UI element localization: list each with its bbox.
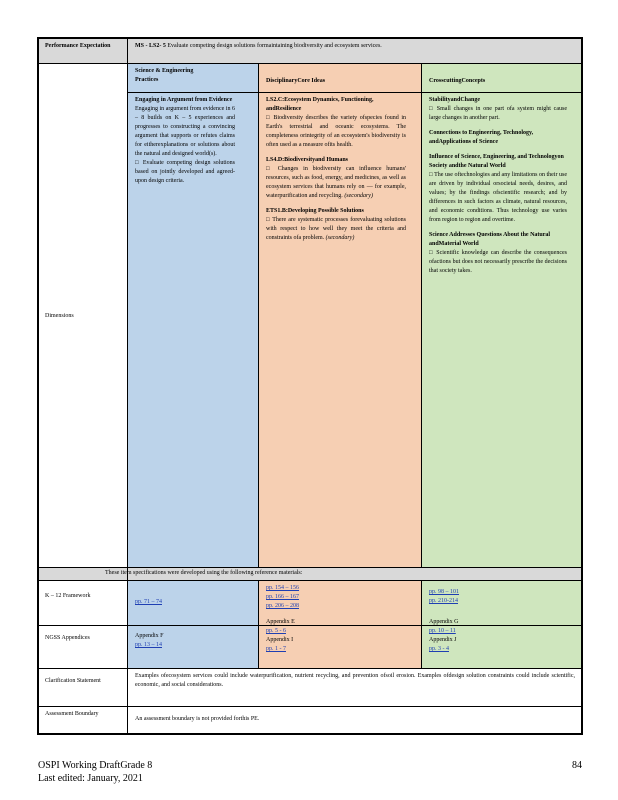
- dci-content: LS2.C:Ecosystem Dynamics, Functioning, a…: [261, 94, 411, 564]
- ngss-ccc-link[interactable]: pp. 3 - 4: [429, 646, 449, 652]
- dci-header: DisciplinaryCore Ideas: [266, 78, 326, 84]
- dci-tag-2: (secondary): [344, 193, 373, 199]
- dci-title-2: LS4.D:Biodiversityand Humans: [266, 157, 349, 163]
- bullet-icon: □: [266, 217, 273, 223]
- dimensions-label: Dimensions: [45, 313, 74, 319]
- dci-title-1: LS2.C:Ecosystem Dynamics, Functioning, a…: [266, 97, 374, 112]
- ngss-dci-link[interactable]: pp. 1 - 7: [266, 646, 286, 652]
- k12-ccc-pages: pp. 98 – 101 pp. 210-214: [424, 586, 574, 616]
- ngss-dci-appendix: Appendix I: [266, 637, 294, 643]
- bullet-icon: □: [429, 172, 435, 178]
- pe-description: Evaluate competing design solutions form…: [167, 43, 382, 49]
- bullet-icon: □: [266, 166, 278, 172]
- ccc-header: CrosscuttingConcepts: [429, 78, 486, 84]
- assessment-label: Assessment Boundary: [45, 711, 99, 717]
- k12-dci-link[interactable]: pp. 166 – 167: [266, 594, 299, 600]
- dci-tag-3: (secondary): [325, 235, 355, 241]
- ngss-sep-appendix: Appendix F: [135, 633, 164, 639]
- ngss-dci-appendix: Appendix E: [266, 619, 295, 625]
- clarification-label: Clarification Statement: [45, 678, 101, 684]
- k12-sep-link[interactable]: pp. 71 – 74: [135, 599, 162, 605]
- ccc-bullet-1: Small changes in one part ofa system mig…: [429, 106, 568, 121]
- k12-sep-pages: pp. 71 – 74: [130, 596, 250, 608]
- pe-label: Performance Expectation: [45, 43, 111, 49]
- dci-bullet-3: There are systematic processes forevalua…: [266, 217, 406, 241]
- pe-text: MS - LS2- 5 Evaluate competing design so…: [130, 40, 580, 62]
- ngss-dci-link[interactable]: pp. 5 - 6: [266, 628, 286, 634]
- sep-content: Engaging in Argument from Evidence Engag…: [130, 94, 240, 564]
- bullet-icon: □: [429, 250, 437, 256]
- k12-label: K – 12 Framework: [45, 593, 91, 599]
- pe-code: MS - LS2- 5: [135, 43, 166, 49]
- ccc-content: StabilityandChange □ Small changes in on…: [424, 94, 572, 564]
- dci-title-3: ETS1.B:Developing Possible Solutions: [266, 208, 364, 214]
- ngss-ccc-link[interactable]: pp. 10 – 11: [429, 628, 456, 634]
- sep-header: Science & Engineering Practices: [135, 68, 194, 83]
- sep-title: Engaging in Argument from Evidence: [135, 97, 233, 103]
- ngss-ccc-appendix: Appendix G: [429, 619, 459, 625]
- dci-bullet-1: Biodiversity describes the variety ofspe…: [266, 115, 407, 148]
- ccc-title-2: Connections to Engineering, Technology, …: [429, 130, 534, 145]
- sep-bullet: Evaluate competing design solutions base…: [135, 160, 235, 184]
- ngss-dci: Appendix E pp. 5 - 6 Appendix I pp. 1 - …: [261, 618, 411, 666]
- assessment-text: An assessment boundary is not provided f…: [135, 716, 260, 722]
- ngss-sep: Appendix F pp. 13 – 14: [130, 630, 250, 660]
- bullet-icon: □: [135, 160, 143, 166]
- ngss-ccc: Appendix G pp. 10 – 11 Appendix J pp. 3 …: [424, 618, 574, 666]
- ccc-title-1: StabilityandChange: [429, 97, 481, 103]
- ccc-bullet-4: Scientific knowledge can describe the co…: [429, 250, 568, 274]
- k12-dci-link[interactable]: pp. 206 – 208: [266, 603, 299, 609]
- ngss-sep-link[interactable]: pp. 13 – 14: [135, 642, 162, 648]
- k12-dci-link[interactable]: pp. 154 – 156: [266, 585, 299, 591]
- dci-bullet-2: Changes in biodiversity can influence hu…: [266, 166, 407, 199]
- bullet-icon: □: [266, 115, 274, 121]
- references-banner: These item specifications were developed…: [105, 570, 303, 576]
- k12-ccc-link[interactable]: pp. 98 – 101: [429, 589, 459, 595]
- ccc-bullet-3: The use oftechnologies and any limitatio…: [429, 172, 568, 223]
- bullet-icon: □: [429, 106, 437, 112]
- ngss-label: NGSS Appendices: [45, 635, 90, 641]
- k12-dci-pages: pp. 154 – 156 pp. 166 – 167 pp. 206 – 20…: [261, 582, 411, 624]
- k12-ccc-link[interactable]: pp. 210-214: [429, 598, 458, 604]
- page-number: 84: [572, 760, 582, 771]
- ngss-ccc-appendix: Appendix J: [429, 637, 457, 643]
- sep-intro: Engaging in argument from evidence in 6 …: [135, 106, 235, 157]
- ccc-title-3: Influence of Science, Engineering, and T…: [429, 154, 564, 169]
- footer-line-2: Last edited: January, 2021: [38, 773, 143, 784]
- ccc-title-4: Science Addresses Questions About the Na…: [429, 232, 551, 247]
- footer-line-1: OSPI Working DraftGrade 8: [38, 760, 153, 771]
- clarification-text: Examples ofecosystem services could incl…: [135, 673, 575, 688]
